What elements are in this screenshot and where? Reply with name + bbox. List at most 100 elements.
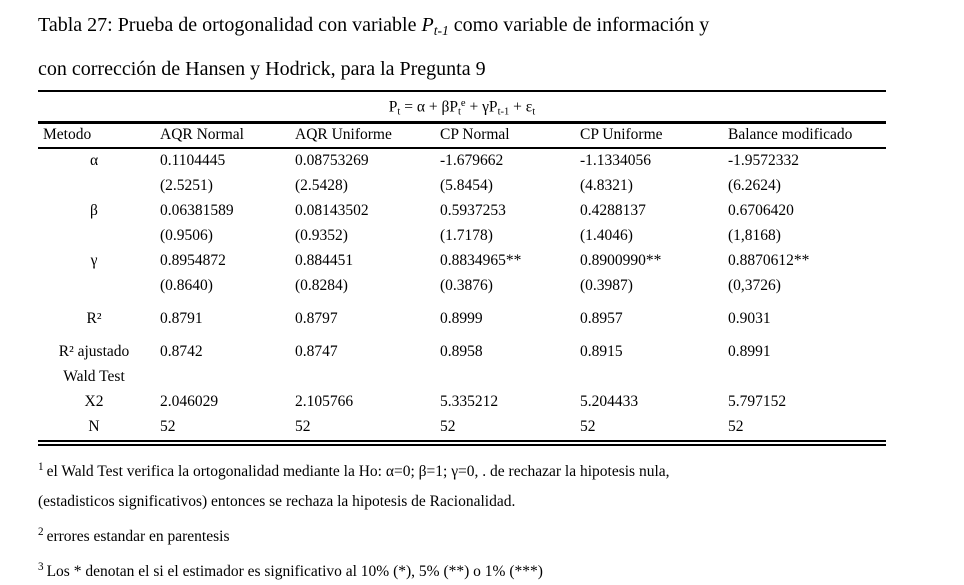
value-cell: [580, 365, 728, 390]
value-cell: 0.8870612**: [728, 252, 810, 269]
value-cell: 52: [160, 418, 176, 435]
value-cell: 0.884451: [295, 252, 354, 269]
table-row: α 0.1104445 0.08753269 -1.679662 -1.1334056 -…: [38, 148, 886, 174]
value-cell: (4.8321): [580, 177, 633, 194]
value-cell: 5.204433: [580, 393, 639, 410]
table-caption: Tabla 27: Prueba de ortogonalidad con va…: [38, 6, 886, 93]
value-cell: (5.8454): [440, 177, 493, 194]
value-cell: -1.1334056: [580, 152, 652, 169]
model-equation: Pt = α + βPte + γPt-1 + εt: [388, 98, 536, 118]
table-row: β 0.06381589 0.08143502 0.5937253 0.4288137 0…: [38, 199, 886, 224]
footnote-marker: 3: [38, 560, 44, 573]
value-cell: 52: [440, 418, 456, 435]
column-header: AQR Uniforme: [295, 125, 392, 143]
value-cell: 0.08753269: [295, 152, 369, 169]
value-cell: 52: [295, 418, 311, 435]
value-cell: 0.8991: [728, 343, 771, 360]
value-cell: -1.9572332: [728, 152, 800, 169]
column-header: CP Uniforme: [580, 125, 663, 143]
value-cell: (1.7178): [440, 227, 493, 244]
value-cell: (1.4046): [580, 227, 633, 244]
value-cell: 0.1104445: [160, 152, 226, 169]
footnote-3: 3 Los * denotan el si el estimador es sig…: [38, 560, 543, 580]
caption-line-2: con corrección de Hansen y Hodrick, para…: [38, 58, 486, 81]
value-cell: 2.046029: [160, 393, 219, 410]
value-cell: 0.6706420: [728, 202, 794, 219]
column-header: AQR Normal: [160, 125, 244, 143]
value-cell: (6.2624): [728, 177, 781, 194]
table-row: R² 0.8791 0.8797 0.8999 0.8957 0.9031: [38, 299, 886, 332]
value-cell: 5.335212: [440, 393, 499, 410]
row-label-cell: β: [90, 202, 98, 219]
table-row: (2.5251) (2.5428) (5.8454) (4.8321) (6.2624): [38, 174, 886, 199]
table-row: (0.8640) (0.8284) (0.3876) (0.3987) (0,3726): [38, 274, 886, 299]
value-cell: 0.8834965**: [440, 252, 522, 269]
table-body: α 0.1104445 0.08753269 -1.679662 -1.1334056 -…: [38, 148, 886, 443]
value-cell: (0.9352): [295, 227, 348, 244]
value-cell: 0.8957: [580, 310, 623, 327]
row-label-cell: X2: [84, 393, 104, 410]
value-cell: 0.8958: [440, 343, 483, 360]
row-label-cell: R²: [86, 310, 102, 327]
row-label-cell: [38, 174, 160, 199]
caption-line-1: Tabla 27: Prueba de ortogonalidad con va…: [38, 14, 710, 39]
value-cell: 0.08143502: [295, 202, 369, 219]
value-cell: 52: [728, 418, 744, 435]
value-cell: (2.5428): [295, 177, 348, 194]
value-cell: [440, 365, 580, 390]
row-label-cell: [38, 274, 160, 299]
value-cell: 0.8747: [295, 343, 338, 360]
row-label-cell: γ: [90, 252, 98, 269]
footnote-marker: 2: [38, 525, 44, 538]
value-cell: 0.8954872: [160, 252, 226, 269]
value-cell: 0.5937253: [440, 202, 506, 219]
row-label-cell: α: [89, 152, 99, 169]
column-header: Metodo: [43, 125, 92, 143]
header-row: Metodo AQR Normal AQR Uniforme CP Normal CP …: [38, 122, 886, 148]
row-label-cell: N: [88, 418, 100, 435]
value-cell: 0.8742: [160, 343, 203, 360]
column-header: CP Normal: [440, 125, 510, 143]
value-cell: (2.5251): [160, 177, 213, 194]
results-table: Metodo AQR Normal AQR Uniforme CP Normal CP …: [38, 120, 886, 446]
value-cell: (1,8168): [728, 227, 781, 244]
footnote-2: 2 errores estandar en parentesis: [38, 525, 230, 545]
table-row: R² ajustado 0.8742 0.8747 0.8958 0.8915 0.899…: [38, 332, 886, 365]
value-cell: 0.9031: [728, 310, 771, 327]
row-label-cell: Wald Test: [63, 368, 125, 385]
footnote-marker: 1: [38, 460, 44, 473]
table-row: N 52 52 52 52 52: [38, 415, 886, 443]
value-cell: (0.8640): [160, 277, 213, 294]
table-row: γ 0.8954872 0.884451 0.8834965** 0.8900990**…: [38, 249, 886, 274]
footnote-1: 1 el Wald Test verifica la ortogonalidad …: [38, 460, 670, 480]
value-cell: 2.105766: [295, 393, 354, 410]
table-row: X2 2.046029 2.105766 5.335212 5.204433 5.7971…: [38, 390, 886, 415]
row-label-cell: R² ajustado: [58, 343, 130, 360]
footnotes-section: 1 el Wald Test verifica la ortogonalidad …: [38, 452, 886, 585]
value-cell: (0.3876): [440, 277, 493, 294]
value-cell: 5.797152: [728, 393, 787, 410]
table-row: (0.9506) (0.9352) (1.7178) (1.4046) (1,8168): [38, 224, 886, 249]
document-page: Tabla 27: Prueba de ortogonalidad con va…: [38, 6, 886, 585]
footnote-1-cont: (estadisticos significativos) entonces s…: [38, 492, 516, 510]
column-header: Balance modificado: [728, 125, 853, 143]
table-header: Metodo AQR Normal AQR Uniforme CP Normal CP …: [38, 122, 886, 148]
value-cell: 0.4288137: [580, 202, 646, 219]
value-cell: 0.8900990**: [580, 252, 662, 269]
value-cell: (0.9506): [160, 227, 213, 244]
value-cell: (0,3726): [728, 277, 781, 294]
value-cell: -1.679662: [440, 152, 504, 169]
value-cell: 52: [580, 418, 596, 435]
value-cell: (0.3987): [580, 277, 633, 294]
table-row: Wald Test: [38, 365, 886, 390]
value-cell: 0.8797: [295, 310, 338, 327]
value-cell: 0.8915: [580, 343, 623, 360]
value-cell: [728, 365, 886, 390]
value-cell: 0.8791: [160, 310, 203, 327]
value-cell: 0.8999: [440, 310, 483, 327]
value-cell: 0.06381589: [160, 202, 234, 219]
value-cell: (0.8284): [295, 277, 348, 294]
value-cell: [295, 365, 440, 390]
row-label-cell: [38, 224, 160, 249]
value-cell: [160, 365, 295, 390]
